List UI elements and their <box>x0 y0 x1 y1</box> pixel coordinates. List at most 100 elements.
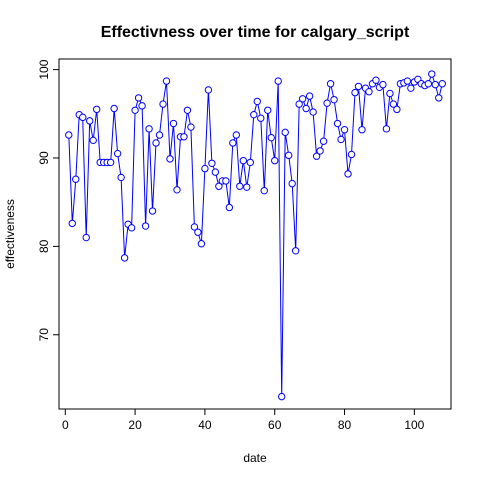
data-point <box>312 152 321 160</box>
data-point <box>271 156 279 165</box>
data-point <box>264 106 272 114</box>
data-point <box>424 80 433 88</box>
data-point <box>222 177 230 185</box>
data-point <box>72 175 80 183</box>
data-point <box>260 186 268 195</box>
data-point <box>131 106 139 114</box>
data-point <box>89 136 97 145</box>
data-point <box>393 105 401 114</box>
data-point <box>354 82 363 91</box>
data-point <box>110 104 118 113</box>
data-point <box>291 247 300 255</box>
data-point <box>316 147 324 155</box>
data-point <box>243 183 251 191</box>
data-point <box>225 203 234 212</box>
data-point <box>152 139 160 147</box>
x-axis: 0 20 40 60 80 100 <box>62 409 425 432</box>
data-point <box>211 168 220 176</box>
data-point <box>351 88 359 97</box>
plot-frame <box>58 58 452 410</box>
data-point <box>403 77 412 85</box>
data-point <box>194 228 202 236</box>
y-tick-label: 80 <box>37 239 51 253</box>
data-point <box>337 135 345 144</box>
data-point <box>295 100 303 108</box>
data-point <box>166 155 174 163</box>
data-point <box>298 95 307 103</box>
x-tick-label: 80 <box>338 418 352 432</box>
data-point <box>435 94 443 102</box>
y-axis-label: effectiveness <box>3 199 17 269</box>
data-point <box>173 186 181 194</box>
data-point <box>326 80 335 88</box>
data-point <box>208 159 216 167</box>
x-tick-label: 40 <box>198 418 212 432</box>
data-point <box>365 88 373 96</box>
data-point <box>155 131 164 139</box>
data-point <box>82 233 90 242</box>
data-points <box>65 70 446 401</box>
y-tick-label: 70 <box>37 328 51 342</box>
data-point <box>281 128 289 137</box>
data-point <box>215 182 223 190</box>
data-point <box>65 131 73 139</box>
x-tick-label: 60 <box>268 418 282 432</box>
data-point <box>180 133 188 141</box>
data-point <box>347 150 356 159</box>
data-point <box>138 102 146 110</box>
data-point <box>229 139 237 147</box>
x-tick-label: 0 <box>62 418 69 432</box>
data-point <box>197 240 206 248</box>
data-point <box>148 207 157 215</box>
data-point <box>284 151 293 160</box>
data-point <box>431 80 439 89</box>
data-point <box>278 392 286 401</box>
data-point <box>250 110 258 119</box>
data-point <box>86 117 94 125</box>
data-point <box>120 254 129 262</box>
data-point <box>386 89 394 98</box>
data-point <box>305 92 314 100</box>
data-point <box>92 105 101 114</box>
chart-title: Effectivness over time for calgary_scrip… <box>101 24 410 41</box>
data-point <box>379 80 387 89</box>
data-point <box>141 222 150 230</box>
data-point <box>323 99 331 107</box>
data-point <box>236 182 244 190</box>
x-tick-label: 20 <box>128 418 142 432</box>
data-point <box>159 100 167 108</box>
data-point <box>302 104 310 113</box>
y-tick-label: 90 <box>37 151 51 165</box>
data-point <box>79 113 87 122</box>
data-point <box>239 156 248 165</box>
data-point <box>358 126 366 134</box>
data-point <box>134 94 143 102</box>
data-point <box>257 114 265 122</box>
data-point <box>267 133 275 142</box>
series-line <box>68 72 443 397</box>
y-tick-label: 100 <box>37 59 51 79</box>
y-axis: 70 80 90 100 <box>37 59 59 341</box>
data-point <box>190 223 199 231</box>
data-point <box>232 131 241 139</box>
data-point <box>319 137 328 145</box>
data-point <box>117 173 125 182</box>
data-point <box>204 86 213 94</box>
x-tick-label: 100 <box>404 418 424 432</box>
data-point <box>438 80 446 88</box>
data-point <box>330 95 338 104</box>
data-point <box>333 119 342 128</box>
data-point <box>106 158 115 167</box>
data-point <box>169 119 178 128</box>
data-point <box>372 76 380 84</box>
data-point <box>183 106 192 114</box>
data-point <box>246 158 254 167</box>
x-axis-label: date <box>243 451 267 465</box>
data-point <box>389 100 398 108</box>
data-point <box>344 170 352 178</box>
data-point <box>145 125 153 133</box>
data-point <box>201 164 209 173</box>
data-point <box>253 97 261 106</box>
data-point <box>113 149 122 158</box>
